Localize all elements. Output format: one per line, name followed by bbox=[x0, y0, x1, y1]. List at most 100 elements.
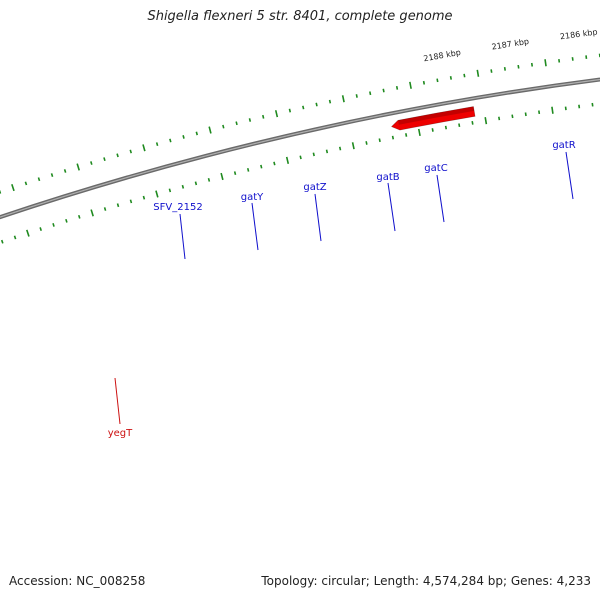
minor-tick-outer bbox=[248, 118, 252, 122]
minor-tick-outer bbox=[116, 153, 119, 158]
gene-leader-line bbox=[179, 213, 186, 260]
major-tick-outer bbox=[341, 95, 345, 103]
minor-tick-outer bbox=[235, 121, 238, 126]
minor-tick-inner bbox=[299, 155, 302, 160]
minor-tick-outer bbox=[436, 78, 439, 83]
major-tick-inner bbox=[155, 190, 159, 198]
tick-label: 2188 kbp bbox=[423, 48, 462, 63]
minor-tick-outer bbox=[155, 142, 159, 147]
major-tick-outer bbox=[274, 110, 279, 118]
genome-backbone bbox=[0, 77, 600, 220]
major-tick-inner bbox=[351, 142, 355, 150]
minor-tick-outer bbox=[369, 91, 372, 96]
minor-tick-inner bbox=[524, 112, 527, 117]
cds-reverse-yegT[interactable] bbox=[390, 106, 476, 131]
minor-tick-inner bbox=[378, 138, 381, 143]
minor-tick-outer bbox=[288, 108, 292, 113]
major-tick-outer bbox=[208, 126, 212, 134]
minor-tick-outer bbox=[490, 69, 493, 73]
minor-tick-outer bbox=[24, 181, 28, 186]
minor-tick-outer bbox=[195, 131, 199, 136]
tick-layer bbox=[0, 53, 600, 244]
major-tick-inner bbox=[484, 117, 488, 125]
minor-tick-outer bbox=[395, 86, 399, 90]
minor-tick-inner bbox=[116, 203, 120, 208]
minor-tick-inner bbox=[194, 181, 198, 186]
minor-tick-outer bbox=[503, 67, 506, 71]
minor-tick-inner bbox=[338, 146, 342, 151]
minor-tick-inner bbox=[181, 184, 185, 189]
minor-tick-outer bbox=[222, 124, 225, 129]
gene-label[interactable]: SFV_2152 bbox=[153, 202, 202, 213]
minor-tick-outer bbox=[449, 76, 452, 80]
genome-summary-text: Topology: circular; Length: 4,574,284 bp… bbox=[261, 574, 591, 588]
minor-tick-outer bbox=[262, 114, 265, 119]
minor-tick-inner bbox=[365, 141, 368, 145]
major-tick-inner bbox=[285, 156, 290, 164]
minor-tick-inner bbox=[168, 188, 172, 193]
gene-leader-line bbox=[251, 202, 259, 251]
minor-tick-inner bbox=[325, 149, 329, 154]
gene-label[interactable]: gatZ bbox=[303, 182, 326, 193]
gene-leader-line bbox=[387, 182, 396, 232]
minor-tick-inner bbox=[142, 195, 146, 200]
accession-text: Accession: NC_008258 bbox=[9, 574, 146, 588]
minor-tick-outer bbox=[517, 64, 520, 69]
minor-tick-inner bbox=[538, 110, 541, 115]
major-tick-outer bbox=[142, 144, 146, 152]
gene-leader-line bbox=[314, 193, 322, 242]
minor-tick-outer bbox=[169, 138, 172, 143]
feature-layer bbox=[390, 106, 476, 131]
minor-tick-inner bbox=[431, 128, 434, 132]
minor-tick-inner bbox=[52, 223, 55, 227]
major-tick-outer bbox=[409, 81, 412, 89]
minor-tick-inner bbox=[511, 114, 514, 119]
minor-tick-outer bbox=[103, 157, 106, 162]
gene-label[interactable]: gatC bbox=[424, 163, 447, 174]
minor-tick-outer bbox=[50, 173, 54, 177]
minor-tick-outer bbox=[328, 99, 332, 104]
minor-tick-outer bbox=[355, 94, 358, 98]
minor-tick-outer bbox=[182, 135, 185, 139]
minor-tick-inner bbox=[0, 239, 4, 244]
tick-label: 2187 kbp bbox=[491, 37, 530, 52]
minor-tick-outer bbox=[382, 88, 385, 93]
gene-label[interactable]: gatR bbox=[552, 140, 575, 151]
minor-tick-inner bbox=[391, 135, 395, 140]
gene-label[interactable]: gatB bbox=[376, 172, 399, 183]
major-tick-outer bbox=[76, 163, 80, 171]
major-tick-inner bbox=[220, 172, 224, 181]
minor-tick-inner bbox=[233, 171, 237, 176]
minor-tick-inner bbox=[405, 133, 408, 137]
major-tick-outer bbox=[476, 69, 480, 77]
tick-label: 2186 kbp bbox=[559, 27, 598, 41]
minor-tick-outer bbox=[302, 105, 305, 110]
minor-tick-inner bbox=[260, 164, 263, 169]
gene-label[interactable]: gatY bbox=[241, 192, 264, 203]
minor-tick-outer bbox=[63, 169, 67, 173]
minor-tick-outer bbox=[530, 62, 534, 67]
major-tick-outer bbox=[544, 59, 547, 67]
minor-tick-outer bbox=[129, 149, 133, 154]
minor-tick-outer bbox=[315, 102, 318, 107]
backbone-layer bbox=[0, 77, 600, 220]
minor-tick-inner bbox=[13, 235, 17, 240]
map-title: Shigella flexneri 5 str. 8401, complete … bbox=[147, 9, 453, 24]
genome-backbone-highlight bbox=[0, 79, 600, 218]
minor-tick-inner bbox=[103, 207, 107, 211]
gene-leader-line bbox=[114, 377, 121, 425]
minor-tick-outer bbox=[422, 80, 426, 85]
minor-tick-inner bbox=[129, 199, 133, 204]
minor-tick-inner bbox=[246, 167, 250, 172]
gene-label[interactable]: yegT bbox=[108, 428, 133, 439]
major-tick-inner bbox=[90, 209, 94, 217]
major-tick-outer bbox=[11, 184, 15, 192]
major-tick-inner bbox=[551, 106, 554, 114]
minor-tick-inner bbox=[207, 177, 211, 182]
minor-tick-inner bbox=[471, 121, 474, 125]
minor-tick-outer bbox=[37, 177, 41, 182]
minor-tick-outer bbox=[463, 73, 466, 78]
gene-leader-line bbox=[565, 151, 574, 200]
